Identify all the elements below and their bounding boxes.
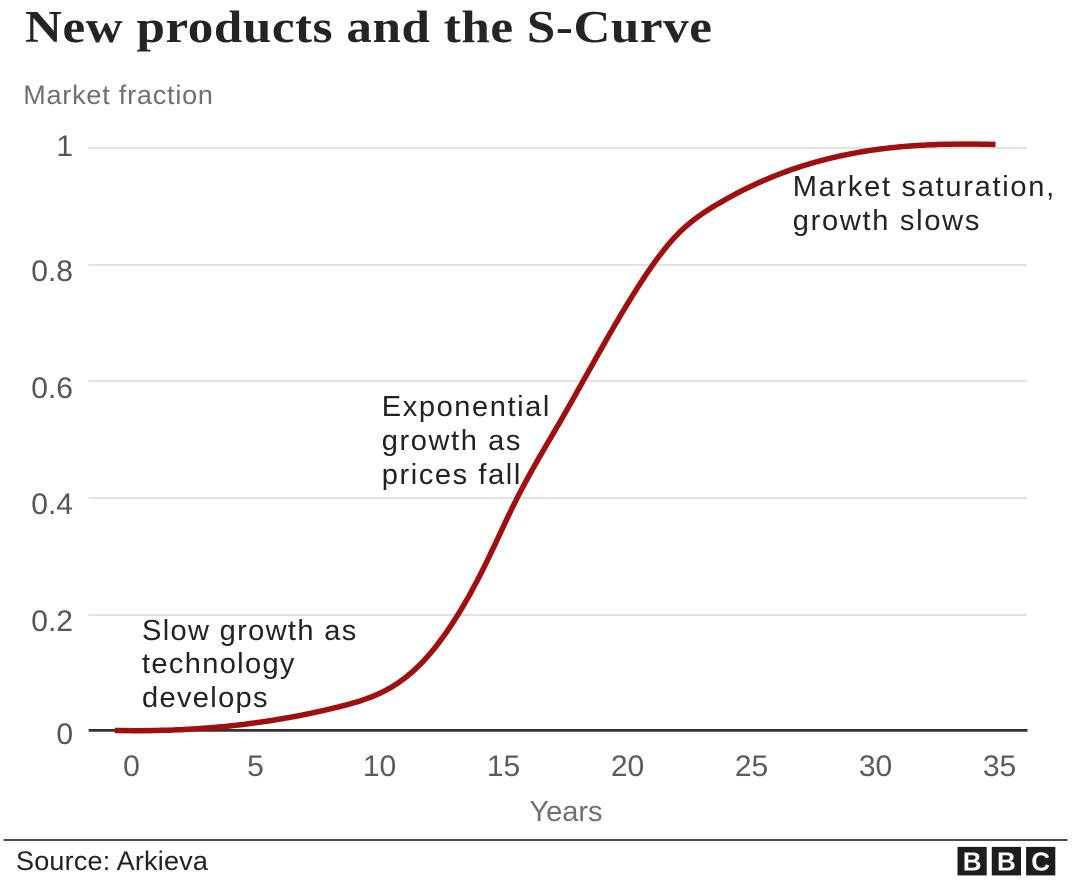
svg-text:B: B: [963, 846, 982, 876]
svg-text:B: B: [997, 846, 1016, 876]
svg-text:C: C: [1031, 846, 1050, 876]
